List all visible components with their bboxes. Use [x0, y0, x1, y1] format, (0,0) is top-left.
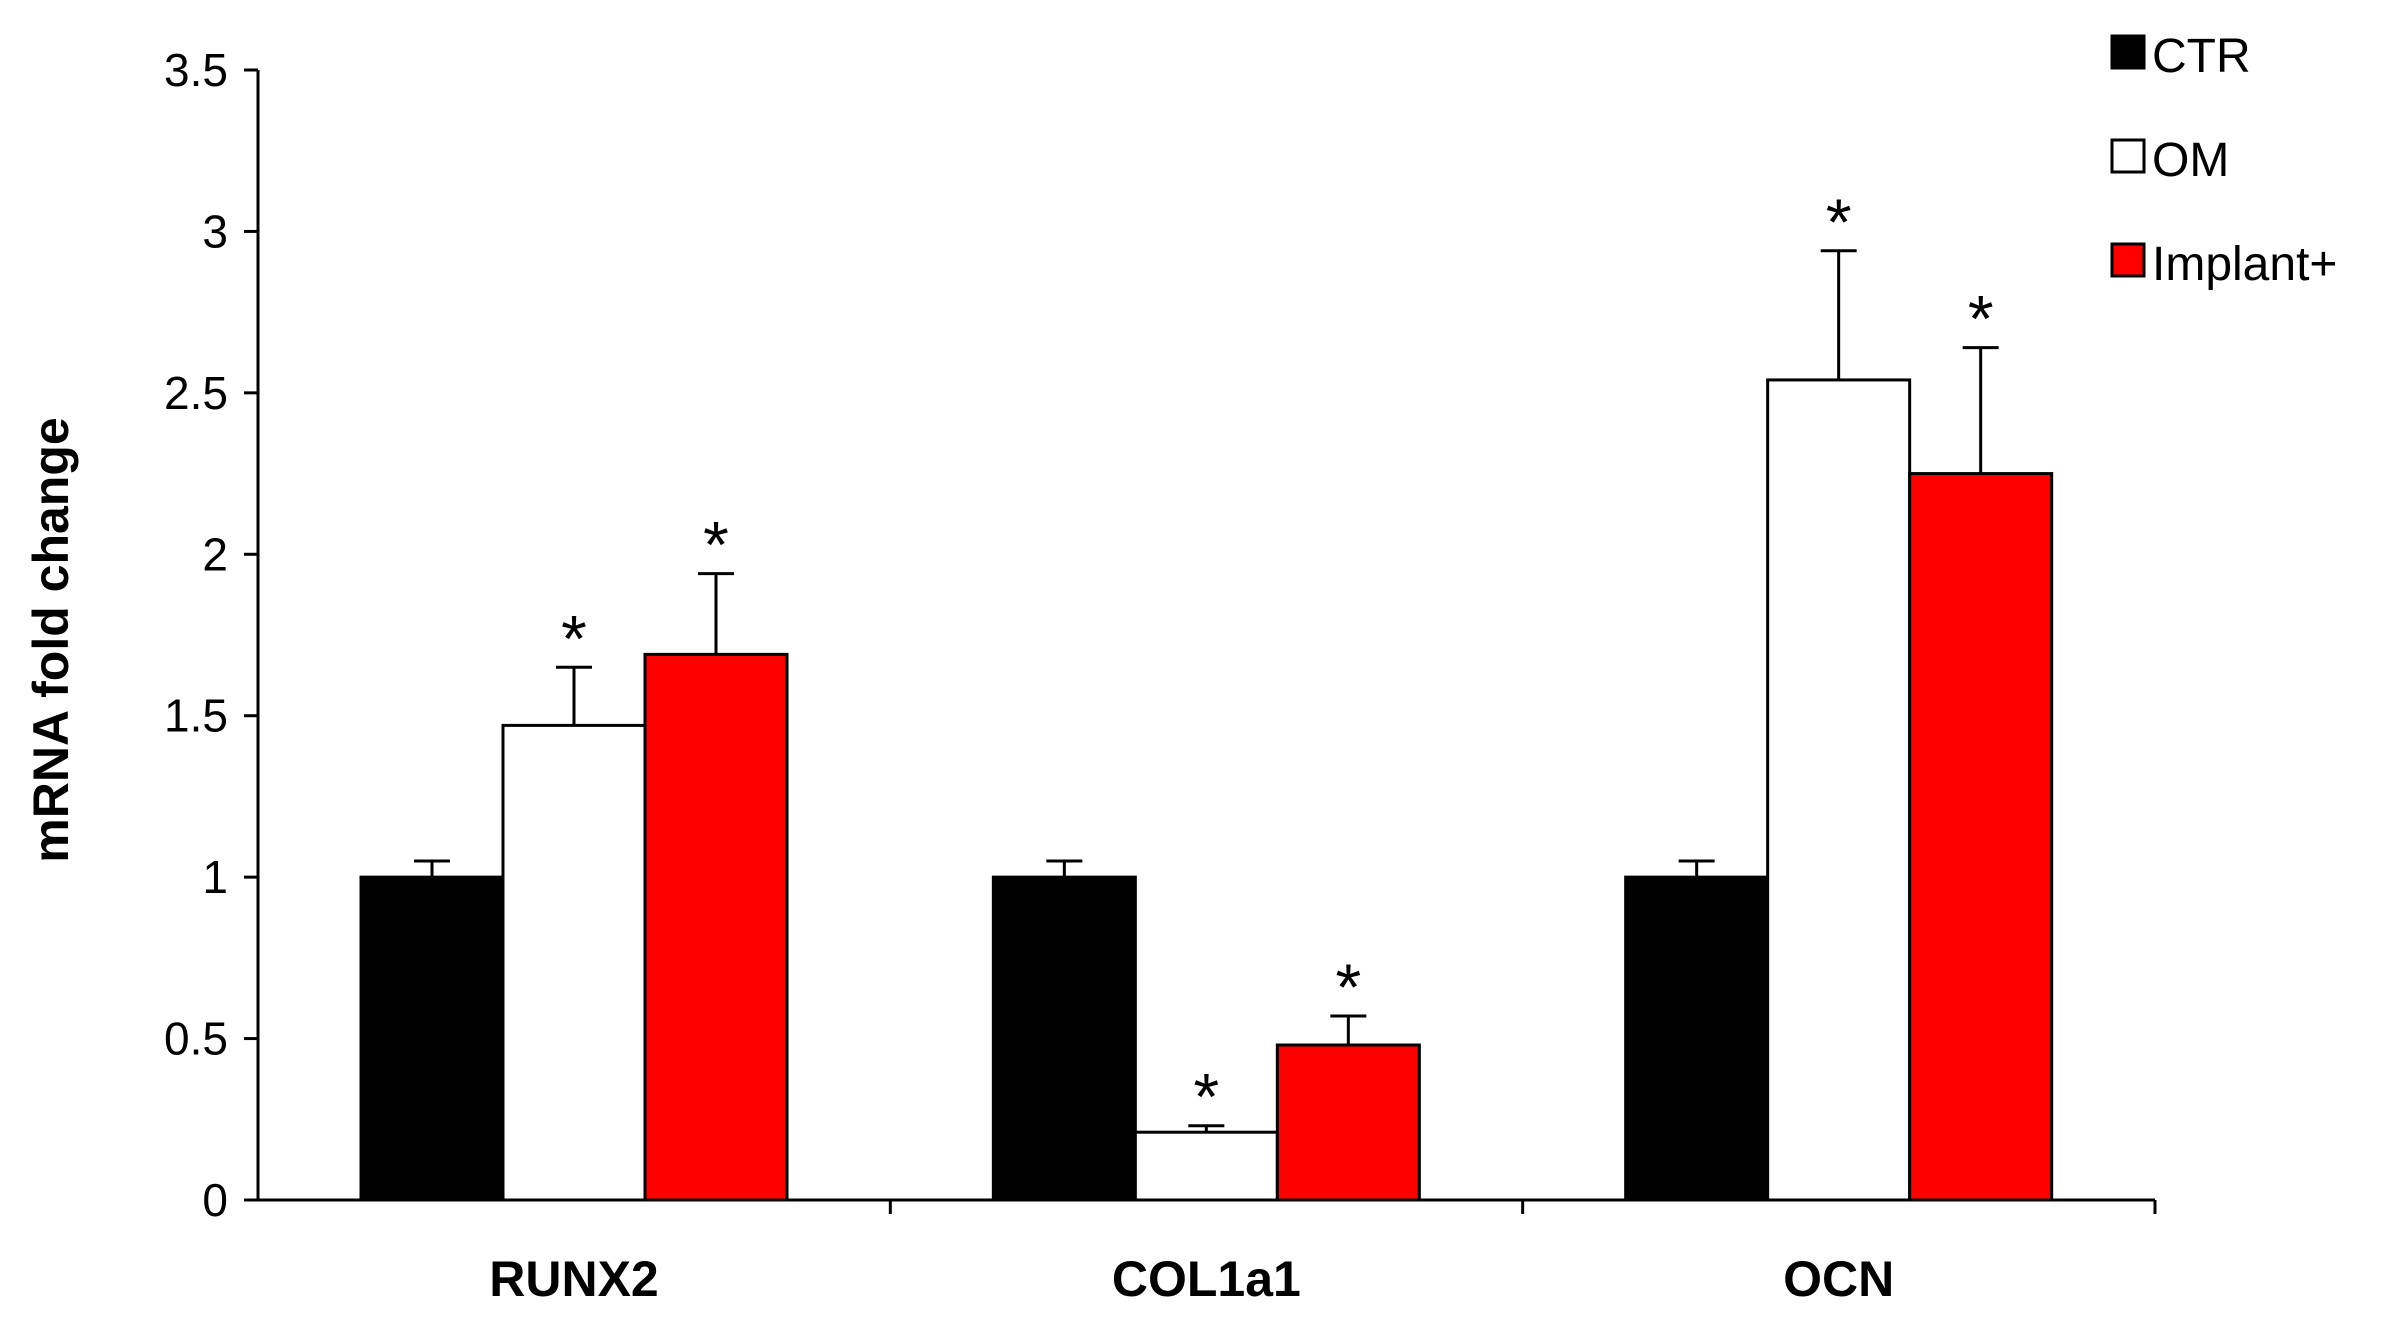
legend: CTR OM Implant+: [2110, 30, 2337, 291]
legend-label: Implant+: [2152, 238, 2337, 291]
legend-swatch: [2110, 34, 2146, 70]
legend-swatch: [2110, 242, 2146, 278]
y-tick-label: 0.5: [164, 1013, 228, 1065]
bar-ctr-col1a1: [991, 875, 1137, 1202]
significance-marker: *: [1826, 185, 1852, 259]
significance-marker: *: [1335, 950, 1361, 1024]
significance-marker: *: [561, 601, 587, 675]
significance-marker: *: [1968, 282, 1994, 356]
y-tick-label: 3.5: [164, 44, 228, 96]
legend-label: CTR: [2152, 30, 2251, 83]
bar-ctr-runx2: [359, 875, 505, 1202]
y-tick-label: 2.5: [164, 367, 228, 419]
y-tick-label: 2: [202, 528, 228, 580]
significance-marker: *: [1193, 1060, 1219, 1134]
significance-marker: *: [703, 508, 729, 582]
y-tick-label: 1: [202, 851, 228, 903]
bar-implant-ocn: [1908, 472, 2054, 1202]
y-axis: 0 0.5 1 1.5 2 2.5 3 3.5: [164, 44, 260, 1226]
y-tick-label: 1.5: [164, 690, 228, 742]
bar-implant-runx2: [643, 652, 789, 1202]
y-tick-label: 3: [202, 205, 228, 257]
bar-implant-col1a1: [1275, 1043, 1421, 1202]
x-category-label: COL1a1: [1112, 1251, 1301, 1307]
y-tick-label: 0: [202, 1174, 228, 1226]
x-category-label: RUNX2: [489, 1251, 658, 1307]
y-axis-title: mRNA fold change: [23, 417, 79, 862]
plot-area: * * * * * *: [359, 185, 2054, 1202]
x-axis: RUNX2 COL1a1 OCN: [258, 1198, 2157, 1307]
bar-ctr-ocn: [1624, 875, 1770, 1202]
legend-swatch: [2110, 138, 2146, 174]
bar-om-col1a1: [1133, 1130, 1279, 1202]
x-category-label: OCN: [1783, 1251, 1894, 1307]
legend-label: OM: [2152, 134, 2229, 187]
bar-om-runx2: [501, 723, 647, 1202]
bar-om-ocn: [1766, 378, 1912, 1202]
